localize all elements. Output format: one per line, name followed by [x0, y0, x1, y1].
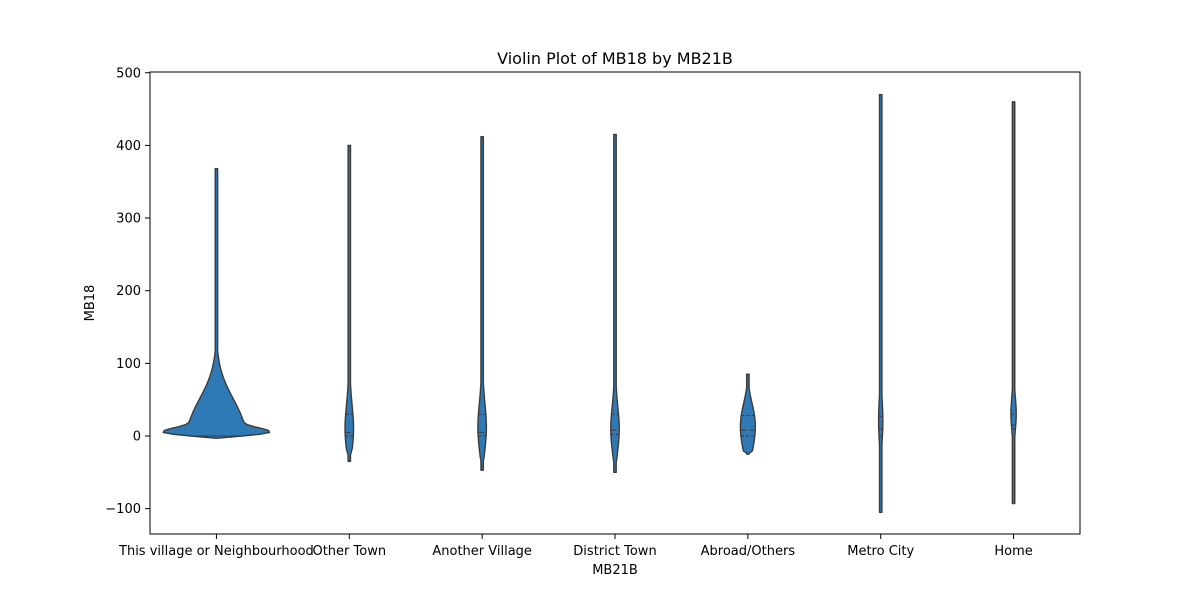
chart-title: Violin Plot of MB18 by MB21B [497, 49, 733, 68]
violin-body [1010, 101, 1017, 505]
x-tick-label: Metro City [847, 544, 914, 559]
violin-body [162, 167, 271, 439]
y-tick-label: 400 [116, 139, 141, 154]
violin-body [877, 93, 884, 513]
x-tick-label: District Town [573, 544, 656, 559]
y-tick-label: 200 [116, 284, 141, 299]
x-axis-label: MB21B [592, 563, 638, 578]
y-axis: −100 0 100 200 300 400 500 [105, 66, 150, 517]
violin-body [344, 144, 355, 463]
violin-body [739, 373, 756, 455]
y-tick-label: 500 [116, 66, 141, 81]
y-axis-label: MB18 [83, 285, 98, 322]
y-tick-label: 300 [116, 212, 141, 227]
x-tick-label: Other Town [312, 544, 386, 559]
y-tick-label: 0 [133, 430, 141, 445]
violin-series [162, 93, 1017, 513]
x-tick-label: Home [994, 544, 1032, 559]
violin-body [610, 133, 620, 474]
violin-body [477, 135, 488, 471]
y-tick-label: 100 [116, 357, 141, 372]
x-tick-label: Another Village [432, 544, 532, 559]
y-tick-label: −100 [105, 502, 141, 517]
x-tick-label: Abroad/Others [701, 544, 796, 559]
x-tick-label: This village or Neighbourhood [118, 544, 314, 559]
